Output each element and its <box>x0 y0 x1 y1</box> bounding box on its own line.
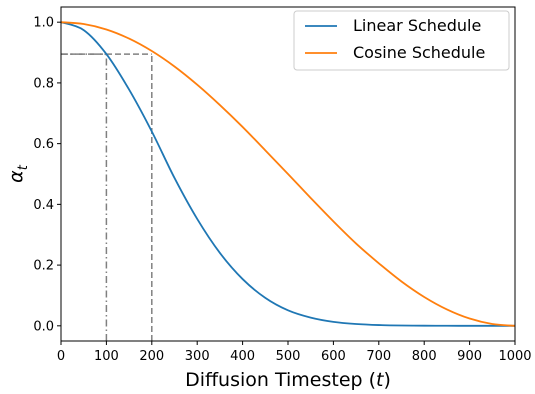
x-axis: 0 100 200 300 400 500 600 700 800 900 1000 <box>57 341 532 364</box>
y-tick-label: 0.8 <box>33 76 54 91</box>
x-tick-label: 400 <box>230 349 255 364</box>
x-tick-label: 1000 <box>498 349 531 364</box>
legend-box <box>293 10 510 71</box>
legend-label-cosine: Cosine Schedule <box>353 43 485 62</box>
x-tick-label: 500 <box>276 349 301 364</box>
series-line-linear <box>60 21 516 327</box>
legend: Linear Schedule Cosine Schedule <box>293 10 510 71</box>
x-tick-label: 100 <box>94 349 119 364</box>
x-tick-label: 800 <box>412 349 437 364</box>
y-axis-label: αt <box>5 164 31 183</box>
x-tick-label: 600 <box>321 349 346 364</box>
y-axis-label-sub: t <box>16 164 31 170</box>
x-axis-label-var: t <box>376 369 385 391</box>
legend-label-linear: Linear Schedule <box>353 16 481 35</box>
x-tick-label: 300 <box>185 349 210 364</box>
x-tick-label: 900 <box>457 349 482 364</box>
y-tick-label: 0.6 <box>33 137 54 152</box>
y-axis-label-var: α <box>5 170 27 183</box>
y-tick-label: 0.4 <box>33 198 54 213</box>
series-layer <box>60 21 516 327</box>
x-tick-label: 700 <box>366 349 391 364</box>
x-axis-label: Diffusion Timestep (t) <box>185 369 391 391</box>
y-axis: 0.0 0.2 0.4 0.6 0.8 1.0 <box>33 16 61 334</box>
x-tick-label: 0 <box>57 349 65 364</box>
y-tick-label: 1.0 <box>33 16 54 31</box>
y-tick-label: 0.2 <box>33 259 54 274</box>
y-tick-label: 0.0 <box>33 319 54 334</box>
x-axis-label-text: Diffusion Timestep <box>185 369 363 391</box>
x-tick-label: 200 <box>139 349 164 364</box>
series-line-cosine <box>60 21 516 327</box>
